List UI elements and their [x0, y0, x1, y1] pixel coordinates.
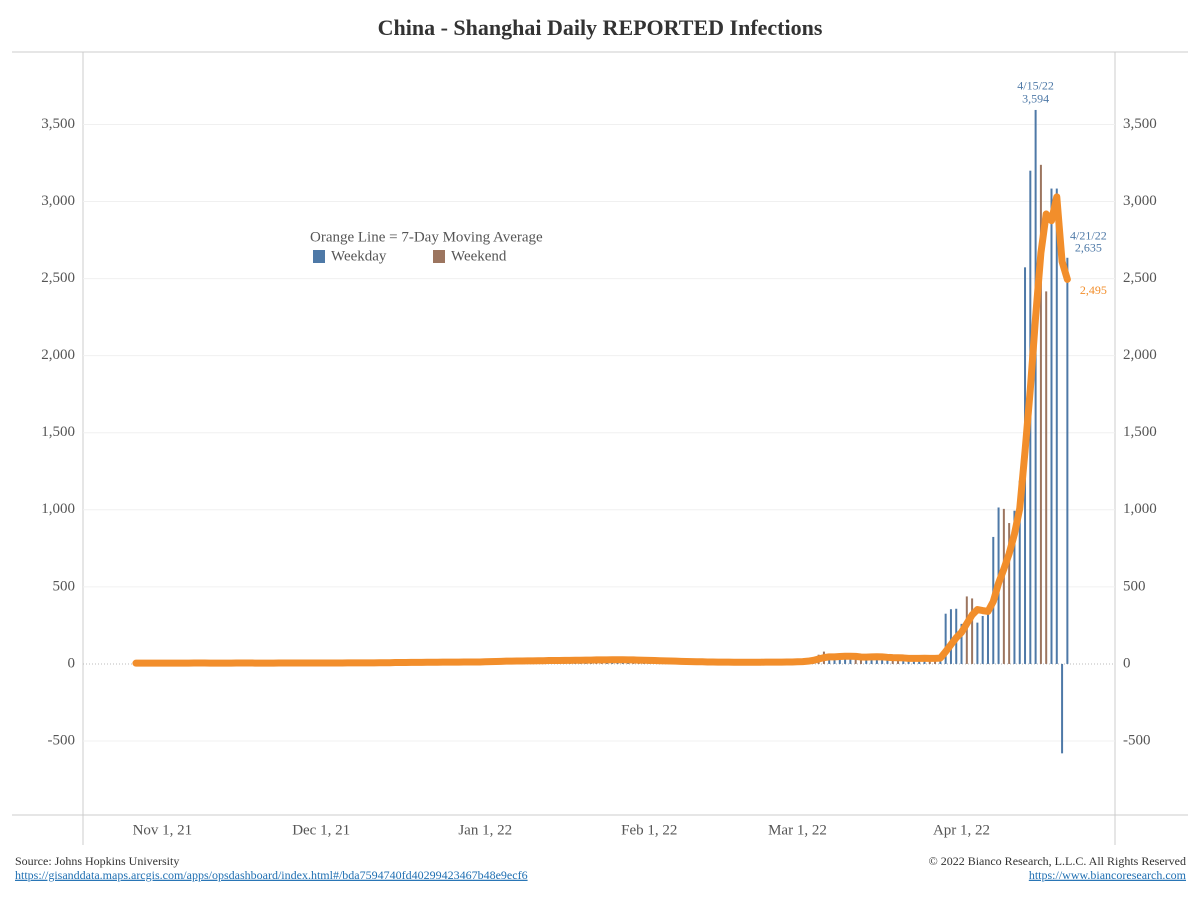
bar: [828, 657, 831, 664]
bar: [1066, 257, 1069, 664]
x-tick-label: Mar 1, 22: [768, 822, 827, 838]
footer-source-link[interactable]: https://gisanddata.maps.arcgis.com/apps/…: [15, 868, 528, 882]
bar: [981, 616, 984, 664]
bar: [844, 656, 847, 664]
y-tick-label: 2,500: [41, 270, 75, 286]
x-tick-label: Nov 1, 21: [133, 822, 193, 838]
y2-tick-label: 3,000: [1123, 193, 1157, 209]
y2-tick-label: 1,500: [1123, 424, 1157, 440]
bar: [1013, 510, 1016, 664]
bar: [833, 658, 836, 664]
bar: [881, 658, 884, 664]
annotation-value: 2,495: [1080, 283, 1107, 297]
lines: [132, 193, 1071, 667]
grid: [83, 123, 1115, 742]
y2-tick-label: -500: [1123, 732, 1151, 748]
bar: [859, 658, 862, 664]
x-tick-label: Dec 1, 21: [292, 822, 350, 838]
bar: [976, 622, 979, 664]
bar: [854, 657, 857, 664]
bar: [1055, 188, 1058, 664]
bar: [944, 613, 947, 664]
annotation-date: 4/21/22: [1070, 229, 1107, 243]
legend-label: Weekday: [331, 248, 387, 264]
y2-tick-label: 500: [1123, 578, 1146, 594]
y-tick-label: 2,000: [41, 347, 75, 363]
bar: [1050, 188, 1053, 664]
bar: [1061, 663, 1064, 754]
bar: [960, 623, 963, 664]
y2-tick-label: 1,000: [1123, 501, 1157, 517]
bar: [1045, 291, 1048, 664]
bar: [838, 659, 841, 664]
y-tick-label: -500: [48, 732, 76, 748]
y2-tick-label: 0: [1123, 655, 1131, 671]
y-tick-label: 1,000: [41, 501, 75, 517]
bar: [1034, 109, 1037, 664]
bar: [886, 659, 889, 664]
footer-source: Source: Johns Hopkins University: [15, 854, 179, 868]
y2-tick-label: 2,000: [1123, 347, 1157, 363]
y2-tick-label: 3,500: [1123, 116, 1157, 132]
bar: [1039, 164, 1042, 664]
footer-copyright: © 2022 Bianco Research, L.L.C. All Right…: [929, 854, 1186, 868]
legend-swatch: [433, 250, 445, 263]
legend-note: Orange Line = 7-Day Moving Average: [310, 229, 543, 245]
moving-average-line: [132, 193, 1071, 667]
y2-tick-label: 2,500: [1123, 270, 1157, 286]
annotation-date: 4/15/22: [1017, 79, 1054, 93]
y-tick-label: 1,500: [41, 424, 75, 440]
footer-site-link[interactable]: https://www.biancoresearch.com: [1029, 868, 1187, 882]
bar: [1002, 508, 1005, 664]
bar: [971, 598, 974, 664]
bar: [986, 614, 989, 664]
legend-label: Weekend: [451, 248, 507, 264]
y-tick-label: 0: [68, 655, 76, 671]
bar: [1018, 480, 1021, 664]
annotation-value: 2,635: [1075, 241, 1102, 255]
legend-swatch: [313, 250, 325, 263]
x-tick-label: Apr 1, 22: [933, 822, 990, 838]
bar: [1008, 523, 1011, 664]
bar: [875, 657, 878, 664]
chart-title: China - Shanghai Daily REPORTED Infectio…: [378, 15, 823, 40]
annotation-value: 3,594: [1022, 92, 1049, 106]
y-tick-label: 3,500: [41, 116, 75, 132]
y-tick-label: 500: [53, 578, 76, 594]
labels: -500 -500 0 0 500 500 1,000 1,000 1,500 1,500 2,00…: [41, 79, 1157, 839]
bar: [949, 609, 952, 664]
x-tick-label: Feb 1, 22: [621, 822, 677, 838]
y-tick-label: 3,000: [41, 193, 75, 209]
bar: [870, 657, 873, 664]
x-tick-label: Jan 1, 22: [458, 822, 512, 838]
